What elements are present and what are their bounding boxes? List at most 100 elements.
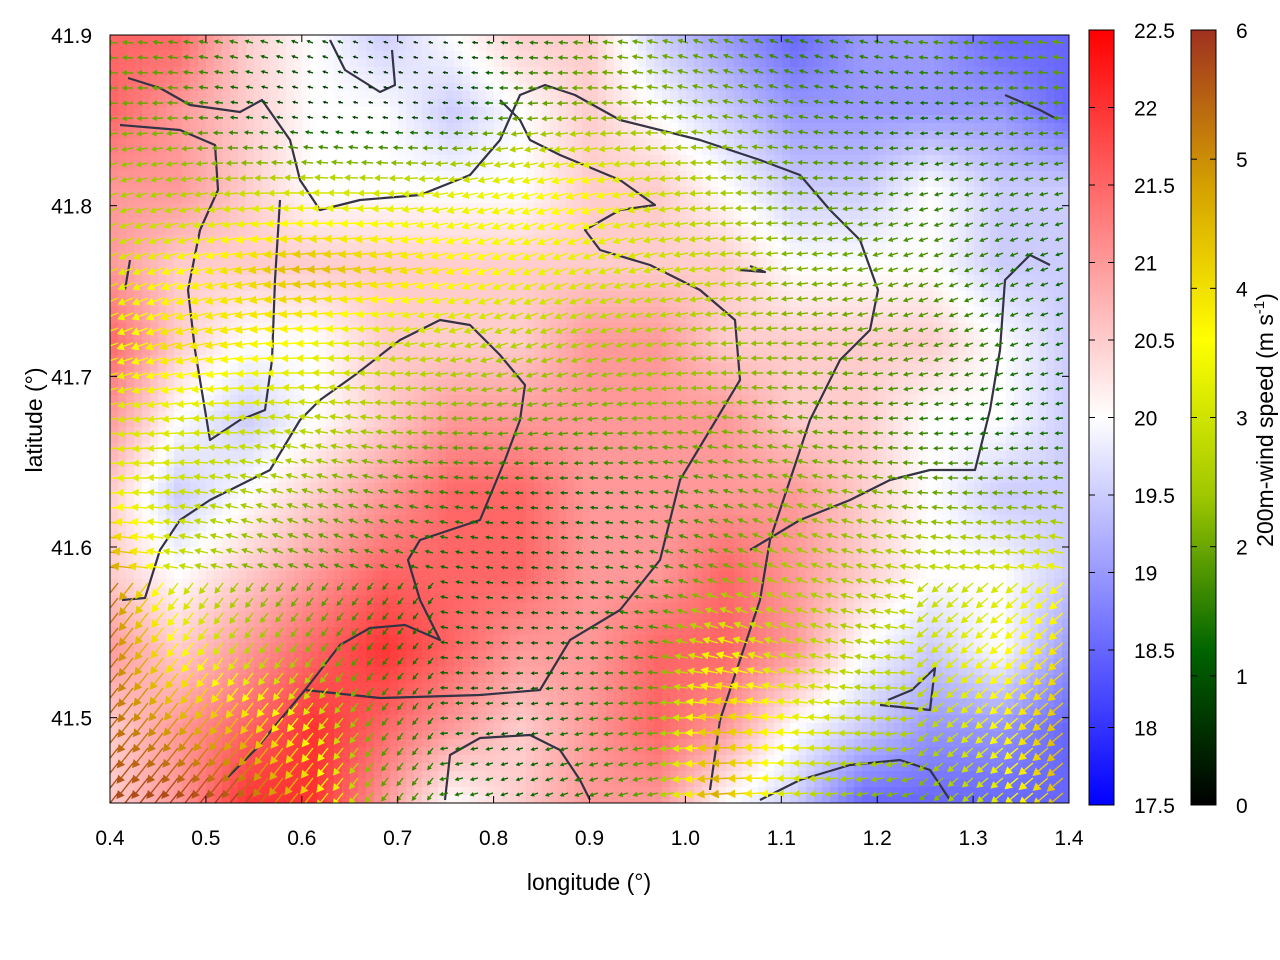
temperature-cell <box>1038 259 1047 268</box>
temperature-cell <box>454 283 463 292</box>
temperature-cell <box>798 283 807 292</box>
temperature-cell <box>958 235 967 244</box>
temperature-cell <box>262 227 271 236</box>
temperature-cell <box>662 147 671 156</box>
temperature-cell <box>246 347 255 356</box>
temperature-cell <box>1038 243 1047 252</box>
temperature-cell <box>934 219 943 228</box>
temperature-cell <box>430 243 439 252</box>
temperature-cell <box>934 171 943 180</box>
temperature-cell <box>438 211 447 220</box>
temperature-cell <box>518 75 527 84</box>
temperature-cell <box>1022 91 1031 100</box>
temperature-cell <box>758 51 767 60</box>
temperature-cell <box>118 275 127 284</box>
temperature-cell <box>542 107 551 116</box>
temperature-cell <box>934 331 943 340</box>
temperature-cell <box>766 195 775 204</box>
temperature-cell <box>150 107 159 116</box>
temperature-cell <box>566 107 575 116</box>
temperature-cell <box>1014 155 1023 164</box>
temperature-cell <box>822 107 831 116</box>
temperature-cell <box>598 347 607 356</box>
temperature-cell <box>862 267 871 276</box>
temperature-cell <box>798 211 807 220</box>
temperature-cell <box>510 51 519 60</box>
temperature-cell <box>142 163 151 172</box>
temperature-cell <box>774 259 783 268</box>
temperature-cell <box>254 211 263 220</box>
temperature-cell <box>966 283 975 292</box>
temperature-cell <box>582 195 591 204</box>
temperature-cell <box>246 243 255 252</box>
temperature-cell <box>566 115 575 124</box>
temperature-cell <box>462 243 471 252</box>
temperature-cell <box>438 59 447 68</box>
temperature-cell <box>518 347 527 356</box>
temperature-cell <box>726 227 735 236</box>
temperature-cell <box>550 59 559 68</box>
temperature-cell <box>310 347 319 356</box>
temperature-cell <box>294 91 303 100</box>
temperature-cell <box>446 243 455 252</box>
temperature-cell <box>350 43 359 52</box>
temperature-cell <box>902 195 911 204</box>
temperature-cell <box>278 187 287 196</box>
temperature-cell <box>902 227 911 236</box>
temperature-cell <box>414 107 423 116</box>
temperature-cell <box>894 291 903 300</box>
temperature-cell <box>326 139 335 148</box>
temperature-cell <box>790 331 799 340</box>
temperature-cell <box>774 179 783 188</box>
temperature-cell <box>790 171 799 180</box>
temperature-cell <box>262 331 271 340</box>
temperature-cell <box>558 163 567 172</box>
temperature-cell <box>222 51 231 60</box>
temperature-cell <box>726 235 735 244</box>
temperature-cell <box>174 131 183 140</box>
temperature-cell <box>326 195 335 204</box>
temperature-cell <box>414 75 423 84</box>
temperature-cell <box>726 43 735 52</box>
temperature-cell <box>790 347 799 356</box>
temperature-cell <box>862 91 871 100</box>
temperature-cell <box>550 235 559 244</box>
temperature-cell <box>526 179 535 188</box>
temperature-cell <box>142 155 151 164</box>
temperature-cell <box>734 59 743 68</box>
temperature-cell <box>774 283 783 292</box>
temperature-cell <box>678 291 687 300</box>
temperature-cell <box>758 155 767 164</box>
temperature-cell <box>350 147 359 156</box>
temperature-cell <box>894 187 903 196</box>
temperature-cell <box>870 291 879 300</box>
temperature-cell <box>118 75 127 84</box>
temperature-cell <box>934 227 943 236</box>
temperature-cell <box>206 211 215 220</box>
temperature-cell <box>390 99 399 108</box>
temperature-cell <box>678 139 687 148</box>
temperature-cell <box>654 43 663 52</box>
temperature-cell <box>526 203 535 212</box>
temperature-cell <box>238 163 247 172</box>
temperature-cell <box>606 35 615 44</box>
temperature-cell <box>470 259 479 268</box>
temperature-cell <box>710 131 719 140</box>
temperature-cell <box>166 155 175 164</box>
temperature-cell <box>790 91 799 100</box>
temperature-cell <box>638 147 647 156</box>
temperature-cell <box>726 91 735 100</box>
temperature-cell <box>270 179 279 188</box>
temperature-cell <box>150 75 159 84</box>
temperature-cell <box>134 155 143 164</box>
temperature-cell <box>358 99 367 108</box>
temperature-cell <box>150 227 159 236</box>
temperature-cell <box>726 211 735 220</box>
temperature-cell <box>438 91 447 100</box>
temperature-cell <box>822 275 831 284</box>
temperature-cell <box>694 187 703 196</box>
temperature-cell <box>478 227 487 236</box>
temperature-cell <box>974 331 983 340</box>
temperature-cell <box>782 331 791 340</box>
temperature-cell <box>134 203 143 212</box>
